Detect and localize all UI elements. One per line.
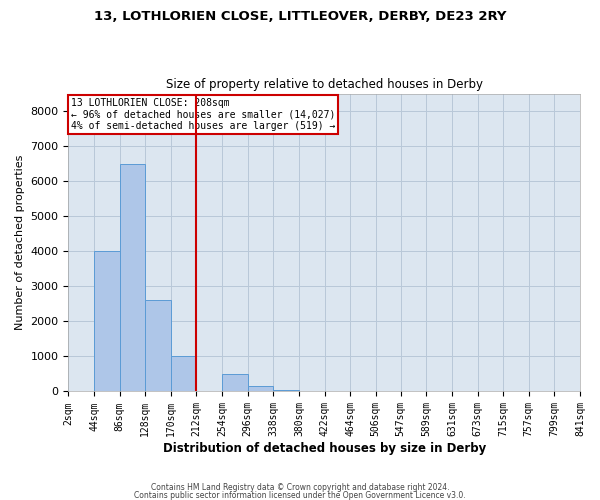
Text: 13 LOTHLORIEN CLOSE: 208sqm
← 96% of detached houses are smaller (14,027)
4% of : 13 LOTHLORIEN CLOSE: 208sqm ← 96% of det… [71, 98, 335, 131]
Bar [222, 374, 248, 392]
Bar [171, 356, 196, 392]
Text: Contains HM Land Registry data © Crown copyright and database right 2024.: Contains HM Land Registry data © Crown c… [151, 484, 449, 492]
X-axis label: Distribution of detached houses by size in Derby: Distribution of detached houses by size … [163, 442, 486, 455]
Y-axis label: Number of detached properties: Number of detached properties [15, 155, 25, 330]
Bar [248, 386, 273, 392]
Text: 13, LOTHLORIEN CLOSE, LITTLEOVER, DERBY, DE23 2RY: 13, LOTHLORIEN CLOSE, LITTLEOVER, DERBY,… [94, 10, 506, 23]
Title: Size of property relative to detached houses in Derby: Size of property relative to detached ho… [166, 78, 483, 91]
Bar [273, 390, 299, 392]
Text: Contains public sector information licensed under the Open Government Licence v3: Contains public sector information licen… [134, 490, 466, 500]
Bar [119, 164, 145, 392]
Bar [145, 300, 171, 392]
Bar [94, 252, 119, 392]
